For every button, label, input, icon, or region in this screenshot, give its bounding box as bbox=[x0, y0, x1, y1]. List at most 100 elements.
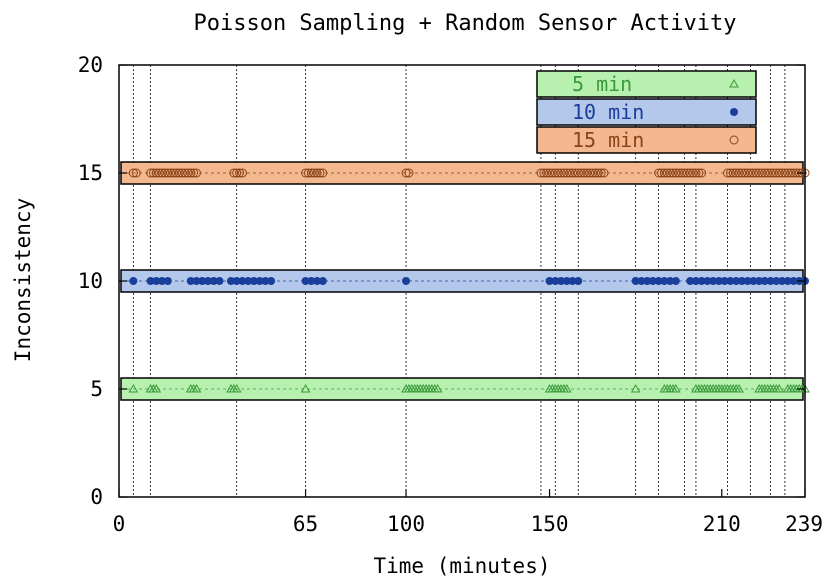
point-15-min-21 bbox=[235, 168, 245, 178]
point-5-min-35 bbox=[670, 383, 681, 393]
point-10-min-41 bbox=[703, 277, 712, 285]
point-15-min-54 bbox=[599, 168, 609, 178]
point-15-min-28 bbox=[315, 168, 325, 178]
x-tick-label-2: 100 bbox=[387, 512, 425, 536]
point-10-min-53 bbox=[772, 277, 781, 285]
point-15-min-36 bbox=[547, 168, 557, 178]
point-10-min-0 bbox=[129, 277, 138, 285]
point-15-min-16 bbox=[186, 168, 196, 178]
point-15-min-52 bbox=[593, 168, 603, 178]
point-10-min-54 bbox=[778, 277, 787, 285]
point-10-min-15 bbox=[249, 277, 258, 285]
point-15-min-30 bbox=[401, 168, 411, 178]
x-tick-label-5: 239 bbox=[785, 512, 823, 536]
point-10-min-48 bbox=[743, 277, 752, 285]
point-10-min-2 bbox=[152, 277, 161, 285]
point-10-min-31 bbox=[637, 277, 646, 285]
point-15-min-2 bbox=[146, 168, 156, 178]
point-15-min-92 bbox=[783, 168, 793, 178]
point-10-min-29 bbox=[574, 277, 583, 285]
point-15-min-63 bbox=[677, 168, 687, 178]
point-15-min-41 bbox=[562, 168, 572, 178]
point-15-min-6 bbox=[157, 168, 167, 178]
point-10-min-49 bbox=[749, 277, 758, 285]
point-15-min-61 bbox=[671, 168, 681, 178]
point-10-min-24 bbox=[545, 277, 554, 285]
point-15-min-70 bbox=[697, 168, 707, 178]
point-15-min-83 bbox=[757, 168, 767, 178]
point-10-min-8 bbox=[203, 277, 212, 285]
point-10-min-50 bbox=[755, 277, 764, 285]
point-5-min-6 bbox=[191, 383, 202, 393]
point-15-min-1 bbox=[131, 168, 141, 178]
point-15-min-60 bbox=[668, 168, 678, 178]
point-15-min-19 bbox=[229, 168, 239, 178]
point-15-min-91 bbox=[780, 168, 790, 178]
point-15-min-86 bbox=[766, 168, 776, 178]
point-15-min-82 bbox=[754, 168, 764, 178]
point-15-min-59 bbox=[665, 168, 675, 178]
point-15-min-14 bbox=[180, 168, 190, 178]
legend: 5 min 10 min 15 min bbox=[536, 70, 757, 154]
point-10-min-51 bbox=[760, 277, 769, 285]
point-10-min-17 bbox=[261, 277, 270, 285]
point-10-min-32 bbox=[643, 277, 652, 285]
point-10-min-33 bbox=[648, 277, 657, 285]
point-10-min-27 bbox=[562, 277, 571, 285]
point-5-min-59 bbox=[774, 383, 785, 393]
point-15-min-68 bbox=[691, 168, 701, 178]
point-5-min-29 bbox=[561, 383, 572, 393]
point-15-min-46 bbox=[576, 168, 586, 178]
y-tick-label-3: 15 bbox=[78, 161, 103, 185]
point-10-min-42 bbox=[709, 277, 718, 285]
point-10-min-35 bbox=[660, 277, 669, 285]
point-15-min-29 bbox=[318, 168, 328, 178]
legend-box-5-min bbox=[536, 70, 757, 98]
point-10-min-47 bbox=[737, 277, 746, 285]
point-5-min-51 bbox=[734, 383, 744, 393]
point-15-min-88 bbox=[771, 168, 781, 178]
point-15-min-76 bbox=[737, 168, 747, 178]
point-15-min-93 bbox=[786, 168, 796, 178]
point-15-min-11 bbox=[171, 168, 181, 178]
point-15-min-50 bbox=[588, 168, 598, 178]
point-15-min-79 bbox=[745, 168, 755, 178]
point-15-min-13 bbox=[177, 168, 187, 178]
point-15-min-4 bbox=[151, 168, 161, 178]
point-15-min-43 bbox=[568, 168, 578, 178]
point-15-min-44 bbox=[570, 168, 580, 178]
legend-box-15-min bbox=[536, 126, 757, 154]
point-15-min-38 bbox=[553, 168, 563, 178]
point-15-min-35 bbox=[545, 168, 555, 178]
point-15-min-24 bbox=[303, 168, 313, 178]
point-10-min-30 bbox=[631, 277, 640, 285]
point-15-min-58 bbox=[662, 168, 672, 178]
point-15-min-34 bbox=[542, 168, 552, 178]
point-15-min-0 bbox=[128, 168, 138, 178]
point-10-min-3 bbox=[158, 277, 167, 285]
point-15-min-7 bbox=[160, 168, 170, 178]
point-15-min-22 bbox=[237, 168, 247, 178]
point-10-min-52 bbox=[766, 277, 775, 285]
point-15-min-12 bbox=[174, 168, 184, 178]
point-10-min-46 bbox=[732, 277, 741, 285]
point-15-min-5 bbox=[154, 168, 164, 178]
point-15-min-40 bbox=[559, 168, 569, 178]
point-5-min-9 bbox=[231, 383, 242, 393]
point-10-min-40 bbox=[697, 277, 706, 285]
point-15-min-23 bbox=[301, 168, 311, 178]
point-15-min-37 bbox=[550, 168, 560, 178]
point-10-min-23 bbox=[402, 277, 411, 285]
point-15-min-3 bbox=[148, 168, 158, 178]
y-axis-label: Inconsistency bbox=[11, 198, 35, 362]
point-5-min-3 bbox=[151, 383, 162, 393]
point-15-min-67 bbox=[688, 168, 698, 178]
point-10-min-6 bbox=[192, 277, 201, 285]
legend-marker-15-min bbox=[729, 135, 739, 145]
point-15-min-81 bbox=[751, 168, 761, 178]
point-10-min-38 bbox=[686, 277, 695, 285]
point-15-min-55 bbox=[654, 168, 664, 178]
point-15-min-20 bbox=[232, 168, 242, 178]
point-10-min-37 bbox=[671, 277, 680, 285]
point-10-min-43 bbox=[714, 277, 723, 285]
